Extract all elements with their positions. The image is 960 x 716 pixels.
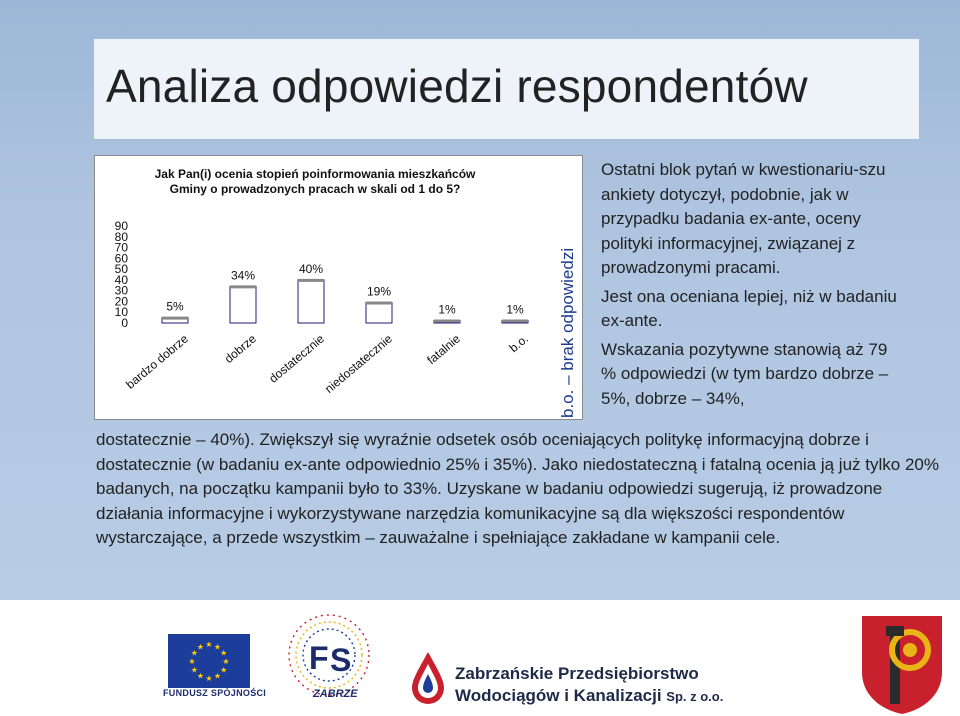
- zabrze-label: ZABRZE: [313, 688, 358, 700]
- svg-text:S: S: [330, 642, 351, 678]
- y-tick-label: 60: [115, 251, 129, 265]
- eu-star-icon: ★: [222, 657, 229, 666]
- side-text: Ostatni blok pytań w kwestionariu-szu an…: [601, 158, 901, 415]
- bar-top-edge: [366, 301, 392, 305]
- category-label: b.o.: [507, 332, 531, 356]
- eu-star-icon: ★: [214, 642, 221, 651]
- y-tick-label: 50: [115, 262, 129, 276]
- eu-star-icon: ★: [191, 666, 198, 675]
- company-name-line-2: Wodociągów i Kanalizacji Sp. z o.o.: [455, 685, 723, 708]
- chart-title-line: Gminy o prowadzonych pracach w skali od …: [170, 182, 461, 196]
- eu-star-icon: ★: [188, 657, 195, 666]
- company-name: Zabrzańskie Przedsiębiorstwo Wodociągów …: [455, 663, 723, 708]
- data-label: 40%: [299, 262, 323, 276]
- data-label: 19%: [367, 285, 391, 299]
- chart-title-line: Jak Pan(i) ocenia stopień poinformowania…: [155, 167, 476, 181]
- y-tick-label: 30: [115, 284, 129, 298]
- side-paragraph-3: Wskazania pozytywne stanowią aż 79 % odp…: [601, 339, 889, 408]
- footer-logos: [0, 600, 960, 716]
- y-tick-label: 0: [121, 316, 128, 330]
- data-label: 1%: [506, 303, 524, 317]
- category-label: dostatecznie: [266, 331, 327, 385]
- data-label: 34%: [231, 268, 255, 282]
- company-name-line-2-main: Wodociągów i Kanalizacji: [455, 686, 662, 705]
- svg-text:F: F: [309, 640, 329, 676]
- category-label: dobrze: [222, 331, 259, 366]
- bar-top-edge: [298, 278, 324, 282]
- water-drop-icon: [412, 652, 444, 704]
- bar: [297, 279, 325, 324]
- title-box: Analiza odpowiedzi respondentów: [93, 38, 920, 140]
- eu-star-icon: ★: [205, 640, 212, 649]
- slide-title: Analiza odpowiedzi respondentów: [106, 60, 808, 112]
- chart-frame: Jak Pan(i) ocenia stopień poinformowania…: [94, 155, 583, 420]
- bar-chart: Jak Pan(i) ocenia stopień poinformowania…: [115, 167, 577, 418]
- eu-star-icon: ★: [197, 672, 204, 681]
- eu-star-icon: ★: [220, 649, 227, 658]
- bar: [365, 302, 393, 324]
- category-label: bardzo dobrze: [123, 331, 191, 391]
- y-tick-label: 40: [115, 273, 129, 287]
- eu-star-icon: ★: [214, 672, 221, 681]
- body-paragraph: dostatecznie – 40%). Zwiększył się wyraź…: [96, 430, 939, 547]
- city-crest-icon: [862, 616, 942, 714]
- side-paragraph-2: Jest ona oceniana lepiej, niż w badaniu …: [601, 286, 897, 331]
- company-name-line-1: Zabrzańskie Przedsiębiorstwo: [455, 664, 699, 683]
- category-label: fatalnie: [424, 331, 463, 367]
- side-paragraph-1: Ostatni blok pytań w kwestionariu-szu an…: [601, 160, 886, 277]
- y-tick-label: 80: [115, 230, 129, 244]
- data-label: 5%: [166, 300, 184, 314]
- category-label: niedostatecznie: [322, 331, 395, 396]
- eu-star-icon: ★: [220, 666, 227, 675]
- bar-top-edge: [162, 316, 188, 320]
- eu-star-icon: ★: [197, 642, 204, 651]
- bar-top-edge: [502, 319, 528, 323]
- bar-top-edge: [434, 319, 460, 323]
- bar-top-edge: [230, 285, 256, 289]
- y-tick-label: 90: [115, 219, 129, 233]
- company-suffix: Sp. z o.o.: [666, 689, 724, 704]
- eu-star-icon: ★: [191, 649, 198, 658]
- y-tick-label: 20: [115, 294, 129, 308]
- eu-star-icon: ★: [205, 674, 212, 683]
- eu-fund-caption: FUNDUSZ SPÓJNOŚCI: [163, 688, 267, 698]
- bar: [229, 285, 257, 324]
- data-label: 1%: [438, 303, 456, 317]
- y-tick-label: 10: [115, 305, 129, 319]
- chart-footnote: b.o. – brak odpowiedzi: [558, 248, 577, 418]
- fs-zabrze-logo-icon: F S: [288, 614, 370, 696]
- eu-flag-icon: ★★★★★★★★★ ★ ★★: [168, 634, 250, 688]
- y-tick-label: 70: [115, 241, 129, 255]
